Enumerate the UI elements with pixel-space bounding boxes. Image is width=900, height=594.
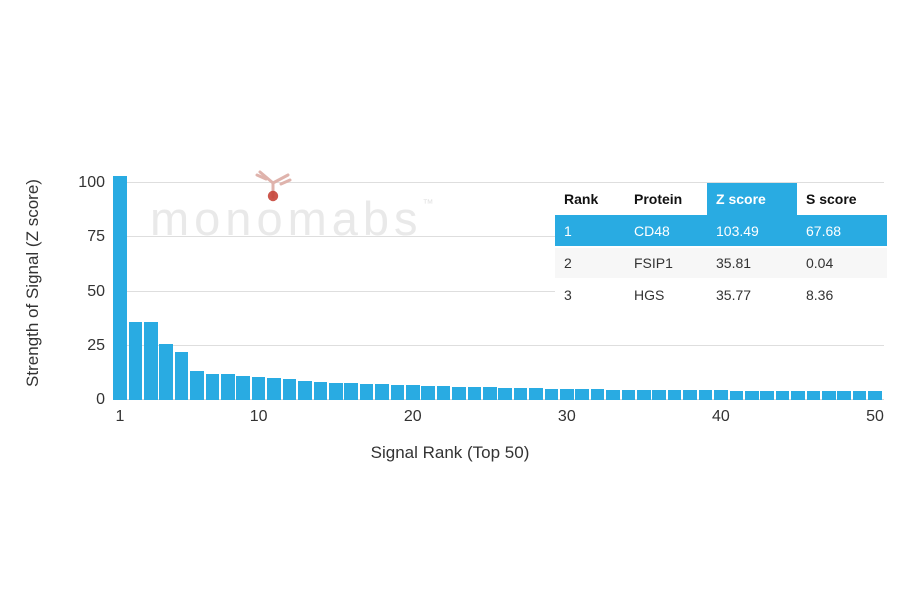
bar-rank-35 [637, 390, 651, 400]
table-header-rank: Rank [564, 191, 599, 207]
bar-rank-34 [621, 389, 636, 400]
bar-rank-48 [837, 391, 851, 400]
bar-rank-32 [590, 389, 605, 400]
bar-rank-8 [221, 373, 235, 400]
bar-rank-11 [267, 378, 281, 400]
bar-rank-5 [174, 352, 189, 400]
bar-rank-37 [667, 390, 682, 400]
bar-rank-30 [560, 389, 574, 400]
bar-rank-33 [606, 389, 620, 400]
bar-rank-14 [313, 381, 328, 400]
gridline-y75 [113, 236, 884, 238]
results-table: Rank Protein Z score S score 1 CD48 103.… [555, 183, 887, 312]
bar-rank-26 [498, 388, 512, 400]
bar-rank-12 [282, 379, 297, 400]
x-tick-label-20: 20 [403, 408, 422, 425]
bar-rank-21 [421, 385, 435, 400]
gridline-y25 [113, 344, 884, 346]
cell-sscore: 67.68 [797, 215, 887, 247]
plot-area [113, 168, 884, 400]
bar-rank-50 [868, 391, 882, 400]
bar-rank-28 [529, 388, 543, 400]
y-tick-label-100: 100 [78, 174, 105, 192]
bar-rank-4 [159, 343, 174, 400]
y-tick-label-75: 75 [87, 228, 105, 246]
gridline-y50 [113, 290, 884, 292]
bar-rank-23 [452, 387, 466, 400]
table-row-fsip1: 2 FSIP1 35.81 0.04 [555, 247, 887, 279]
bar-rank-16 [344, 382, 358, 400]
gridline-y100 [113, 182, 884, 184]
bar-rank-42 [744, 390, 759, 400]
bar-rank-9 [236, 376, 251, 400]
table-row-cd48: 1 CD48 103.49 67.68 [555, 215, 887, 247]
bar-rank-29 [544, 389, 559, 400]
x-tick-label-50: 50 [866, 408, 884, 425]
x-tick-label-40: 40 [712, 408, 730, 425]
cell-zscore: 35.81 [707, 247, 797, 279]
bar-rank-40 [714, 390, 728, 400]
x-tick-label-10: 10 [249, 408, 268, 425]
bar-rank-44 [775, 390, 790, 400]
bar-rank-46 [806, 391, 821, 400]
table-header-row: Rank Protein Z score S score [555, 183, 887, 215]
cell-sscore: 0.04 [797, 247, 887, 279]
cell-protein: FSIP1 [625, 247, 707, 279]
x-tick-label-1: 1 [115, 408, 125, 425]
bar-rank-2 [128, 322, 143, 400]
table-row-hgs: 3 HGS 35.77 8.36 [555, 279, 887, 311]
table-header-sscore: S score [806, 191, 857, 207]
bar-rank-1 [113, 175, 127, 400]
bar-rank-17 [359, 383, 374, 400]
bar-rank-7 [205, 373, 220, 400]
antibody-icon [255, 170, 292, 202]
x-axis-title: Signal Rank (Top 50) [370, 443, 530, 462]
bar-rank-25 [482, 387, 497, 400]
cell-rank: 2 [555, 247, 625, 279]
y-tick-label-0: 0 [96, 391, 105, 408]
watermark-text-o: o [256, 192, 288, 245]
cell-protein: HGS [634, 287, 665, 303]
bar-rank-20 [405, 384, 420, 400]
cell-rank: 3 [564, 287, 572, 303]
y-tick-label-50: 50 [87, 282, 105, 300]
bar-rank-43 [760, 390, 774, 400]
cell-zscore: 103.49 [707, 215, 797, 247]
bar-rank-15 [328, 382, 343, 400]
y-axis-title: Strength of Signal (Z score) [23, 179, 42, 387]
cell-rank: 1 [555, 215, 625, 247]
bar-rank-6 [190, 370, 204, 400]
cell-zscore: 35.77 [716, 287, 752, 303]
bar-rank-49 [852, 391, 867, 400]
cell-sscore: 8.36 [806, 287, 834, 303]
antibody-dot [268, 190, 279, 202]
bar-rank-10 [251, 377, 266, 400]
bar-rank-24 [467, 387, 482, 400]
bar-rank-38 [683, 390, 697, 400]
trademark-symbol: ™ [422, 198, 434, 210]
x-tick-label-30: 30 [557, 408, 576, 425]
bar-rank-13 [298, 380, 312, 400]
bar-rank-3 [144, 322, 158, 400]
bar-rank-36 [652, 390, 667, 400]
watermark-text-pre: mon [150, 192, 257, 245]
bar-rank-41 [729, 390, 744, 400]
table-header-zscore: Z score [707, 183, 797, 215]
watermark-text-post: mabs [287, 192, 423, 245]
y-tick-label-25: 25 [87, 336, 105, 354]
bar-rank-18 [375, 383, 389, 400]
bar-rank-27 [513, 388, 528, 400]
watermark: mono mabs™ [150, 170, 434, 246]
table-header-protein: Protein [634, 191, 683, 207]
watermark-o: o [255, 170, 292, 246]
bar-rank-45 [791, 391, 805, 400]
bar-rank-47 [821, 391, 836, 400]
bar-rank-31 [575, 389, 590, 400]
bar-rank-19 [390, 384, 405, 400]
cell-protein: CD48 [625, 215, 707, 247]
bar-rank-22 [436, 385, 451, 400]
bar-rank-39 [698, 390, 713, 400]
